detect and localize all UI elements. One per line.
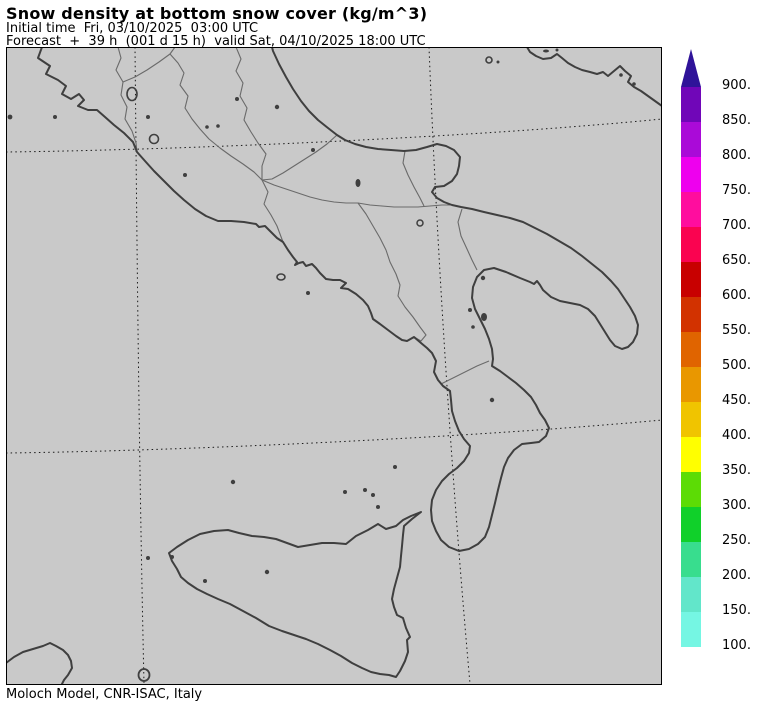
colorbar-segment [681, 262, 701, 297]
tunisia-coast [6, 642, 73, 684]
colorbar-segment [681, 157, 701, 192]
lake-bolsena [126, 86, 138, 102]
colorbar-segment [681, 507, 701, 542]
coastlines [6, 47, 662, 684]
pantelleria-island [137, 668, 151, 682]
initial-time-line: Initial time Fri, 03/10/2025 03:00 UTC [6, 21, 259, 36]
point-features [7, 48, 636, 583]
colorbar-segment [681, 402, 701, 437]
colorbar-segment [681, 542, 701, 577]
tremiti-islands [485, 56, 493, 64]
colorbar-segment [681, 87, 701, 122]
colorbar-segment [681, 297, 701, 332]
lake-bracciano [148, 133, 160, 145]
model-credit-caption: Moloch Model, CNR-ISAC, Italy [6, 687, 203, 702]
colorbar-segment [681, 437, 701, 472]
sea-land-background [6, 47, 662, 684]
ischia-island [276, 273, 286, 281]
sicily-coast [168, 511, 422, 678]
colorbar-segment [681, 472, 701, 507]
lake-matese [416, 219, 424, 227]
region-borders [115, 47, 490, 385]
croatia-coast [526, 47, 662, 107]
colorbar-segment [681, 612, 701, 647]
map-frame [6, 47, 662, 685]
colorbar-segment [681, 227, 701, 262]
colorbar-segment [681, 122, 701, 157]
italy-mainland-coast [37, 47, 639, 552]
colorbar-segment [681, 367, 701, 402]
colorbar-segment [681, 332, 701, 367]
forecast-valid-line: Forecast + 39 h (001 d 15 h) valid Sat, … [6, 34, 426, 49]
colorbar-segments [681, 87, 701, 647]
colorbar-overflow-arrow [681, 49, 701, 87]
page-title: Snow density at bottom snow cover (kg/m^… [6, 4, 428, 23]
colorbar-segment [681, 192, 701, 227]
colorbar-segment [681, 577, 701, 612]
graticule-gridlines [6, 47, 662, 684]
